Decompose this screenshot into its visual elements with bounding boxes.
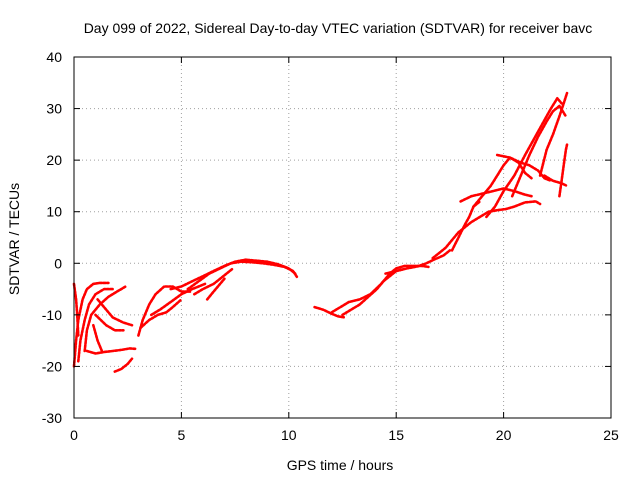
series-arc-27 — [510, 104, 568, 198]
y-tick-label: 20 — [46, 152, 62, 168]
series-arc-24 — [472, 156, 533, 208]
grid-lines — [74, 57, 611, 418]
series-arc-20 — [384, 249, 452, 275]
series-arc-8 — [113, 357, 134, 373]
series-arc-30 — [558, 143, 569, 198]
series-arc-21 — [431, 200, 542, 260]
data-series — [72, 91, 569, 373]
series-arc-29 — [543, 174, 569, 188]
y-axis-label: SDTVAR / TECUs — [6, 183, 22, 295]
series-arc-7 — [94, 313, 125, 332]
series-arc-10 — [137, 285, 192, 337]
series-arc-4 — [85, 347, 138, 355]
series-arc-2 — [77, 287, 114, 363]
series-arc-28 — [538, 91, 569, 177]
series-arc-3 — [83, 285, 127, 353]
series-arc-14 — [186, 260, 299, 291]
x-axis-label: GPS time / hours — [287, 457, 394, 473]
series-arc-25 — [495, 153, 553, 183]
series-arc-12 — [150, 282, 207, 317]
series-arc-23 — [459, 187, 533, 203]
y-tick-label: -20 — [42, 358, 62, 374]
axis-ticks: 0 5 10 15 20 25 -30 -20 -10 0 10 20 30 40 — [42, 49, 619, 443]
y-tick-label: 10 — [46, 204, 62, 220]
y-tick-label: 30 — [46, 101, 62, 117]
x-tick-label: 25 — [603, 427, 619, 443]
x-tick-label: 10 — [281, 427, 297, 443]
y-tick-label: -30 — [42, 410, 62, 426]
series-arc-15 — [193, 267, 235, 296]
series-arc-18 — [330, 264, 430, 314]
chart-title: Day 099 of 2022, Sidereal Day-to-day VTE… — [84, 20, 593, 36]
plot-frame — [73, 56, 612, 419]
y-tick-label: 40 — [46, 49, 62, 65]
series-arc-5 — [72, 282, 80, 337]
x-tick-label: 15 — [388, 427, 404, 443]
series-arc-9 — [96, 298, 134, 327]
series-arc-16 — [205, 277, 226, 301]
y-tick-label: -10 — [42, 307, 62, 323]
x-tick-label: 20 — [496, 427, 512, 443]
series-arc-11 — [139, 298, 183, 330]
series-arc-19 — [341, 268, 404, 317]
x-tick-label: 5 — [178, 427, 186, 443]
series-arc-1 — [72, 281, 110, 368]
series-arc-6 — [92, 323, 104, 353]
x-tick-label: 0 — [70, 427, 78, 443]
series-arc-26 — [485, 97, 563, 219]
series-arc-17 — [313, 305, 346, 319]
y-tick-label: 0 — [54, 255, 62, 271]
